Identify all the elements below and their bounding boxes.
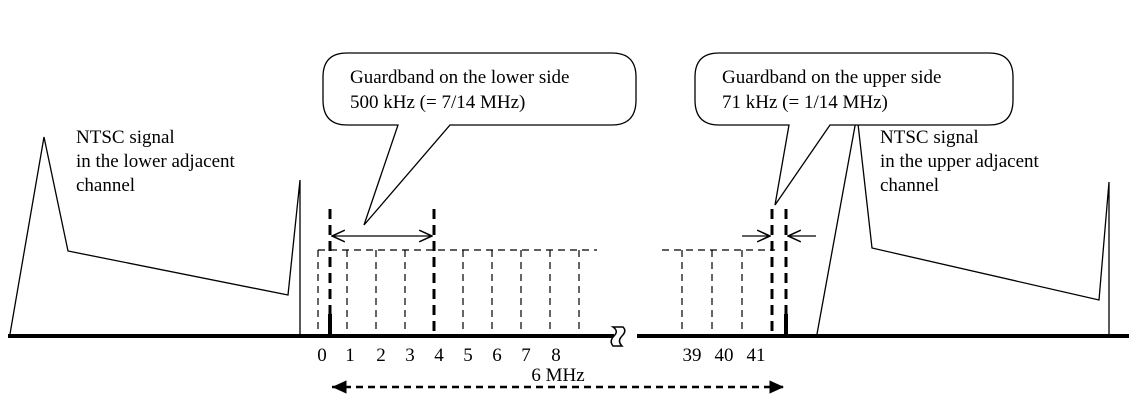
ntsc-lower-signal (9, 136, 301, 335)
subcarrier-lines (317, 250, 743, 334)
upper-callout-title: Guardband on the upper side (722, 67, 942, 88)
subcarrier-label: 40 (715, 345, 734, 366)
subcarrier-label: 39 (683, 345, 702, 366)
ntsc-lower-label-line3: channel (76, 175, 135, 196)
subcarrier-label: 41 (747, 345, 766, 366)
subcarrier-label: 1 (345, 345, 355, 366)
lower-callout-value: 500 kHz (= 7/14 MHz) (350, 92, 525, 113)
ntsc-lower-label-line1: NTSC signal (76, 127, 175, 148)
axis-break-symbol (610, 326, 626, 347)
upper-callout-value: 71 kHz (= 1/14 MHz) (722, 92, 888, 113)
ntsc-upper-label-line2: in the upper adjacent (880, 151, 1040, 172)
ntsc-upper-signal (816, 114, 1110, 335)
subcarrier-label: 6 (492, 345, 502, 366)
ntsc-upper-label-line1: NTSC signal (880, 127, 979, 148)
lower-callout-title: Guardband on the lower side (350, 67, 570, 88)
ntsc-upper-label-line3: channel (880, 175, 939, 196)
upper-guardband-callout (694, 52, 1014, 206)
guardband-boundaries (328, 209, 788, 334)
subcarrier-label: 7 (521, 345, 531, 366)
subcarrier-label: 4 (434, 345, 444, 366)
channel-width-label: 6 MHz (531, 365, 584, 386)
lower-guardband-callout (322, 52, 637, 226)
ntsc-lower-label-line2: in the lower adjacent (76, 151, 236, 172)
subcarrier-label: 8 (551, 345, 561, 366)
subcarrier-index-labels: 0 1 2 3 4 5 6 7 8 39 40 41 (317, 345, 765, 366)
subcarrier-label: 0 (317, 345, 327, 366)
subcarrier-label: 3 (405, 345, 415, 366)
subcarrier-label: 2 (376, 345, 386, 366)
subcarrier-label: 5 (463, 345, 473, 366)
